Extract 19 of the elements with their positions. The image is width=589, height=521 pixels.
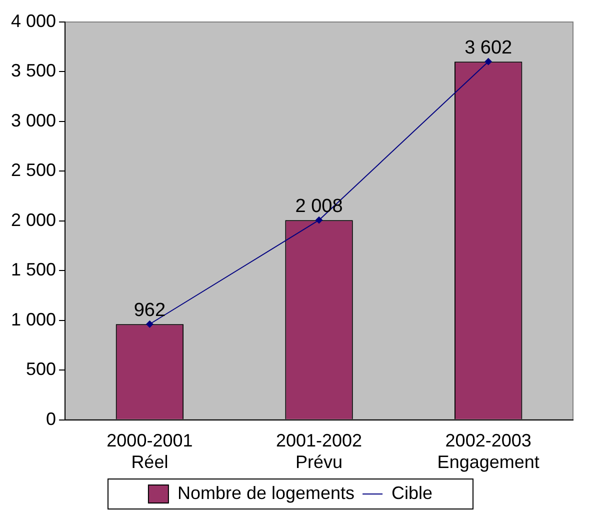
x-tick-label: 2002-2003 Engagement [437, 430, 540, 472]
x-tick-label: 2001-2002 Prévu [276, 430, 362, 472]
y-tick-label: 0 [46, 408, 56, 429]
data-label: 3 602 [464, 37, 512, 58]
point [146, 320, 154, 328]
data-label: 962 [134, 300, 166, 321]
legend-label: Cible [392, 482, 433, 503]
y-tick-label: 4 000 [10, 10, 56, 31]
y-tick-label: 500 [26, 359, 56, 380]
point [316, 216, 323, 224]
point [484, 58, 492, 66]
y-tick-label: 1 000 [10, 309, 56, 330]
y-tick-label: 1 500 [10, 260, 56, 280]
y-tick-label: 3 000 [10, 110, 56, 130]
y-tick-label: 2 000 [10, 210, 56, 230]
legend-label: Nombre de logements [177, 482, 355, 503]
y-tick-label: 2 500 [10, 160, 56, 180]
x-tick-label: 2000-2001 Réel [106, 430, 193, 472]
y-tick-label: 3 500 [10, 60, 56, 81]
